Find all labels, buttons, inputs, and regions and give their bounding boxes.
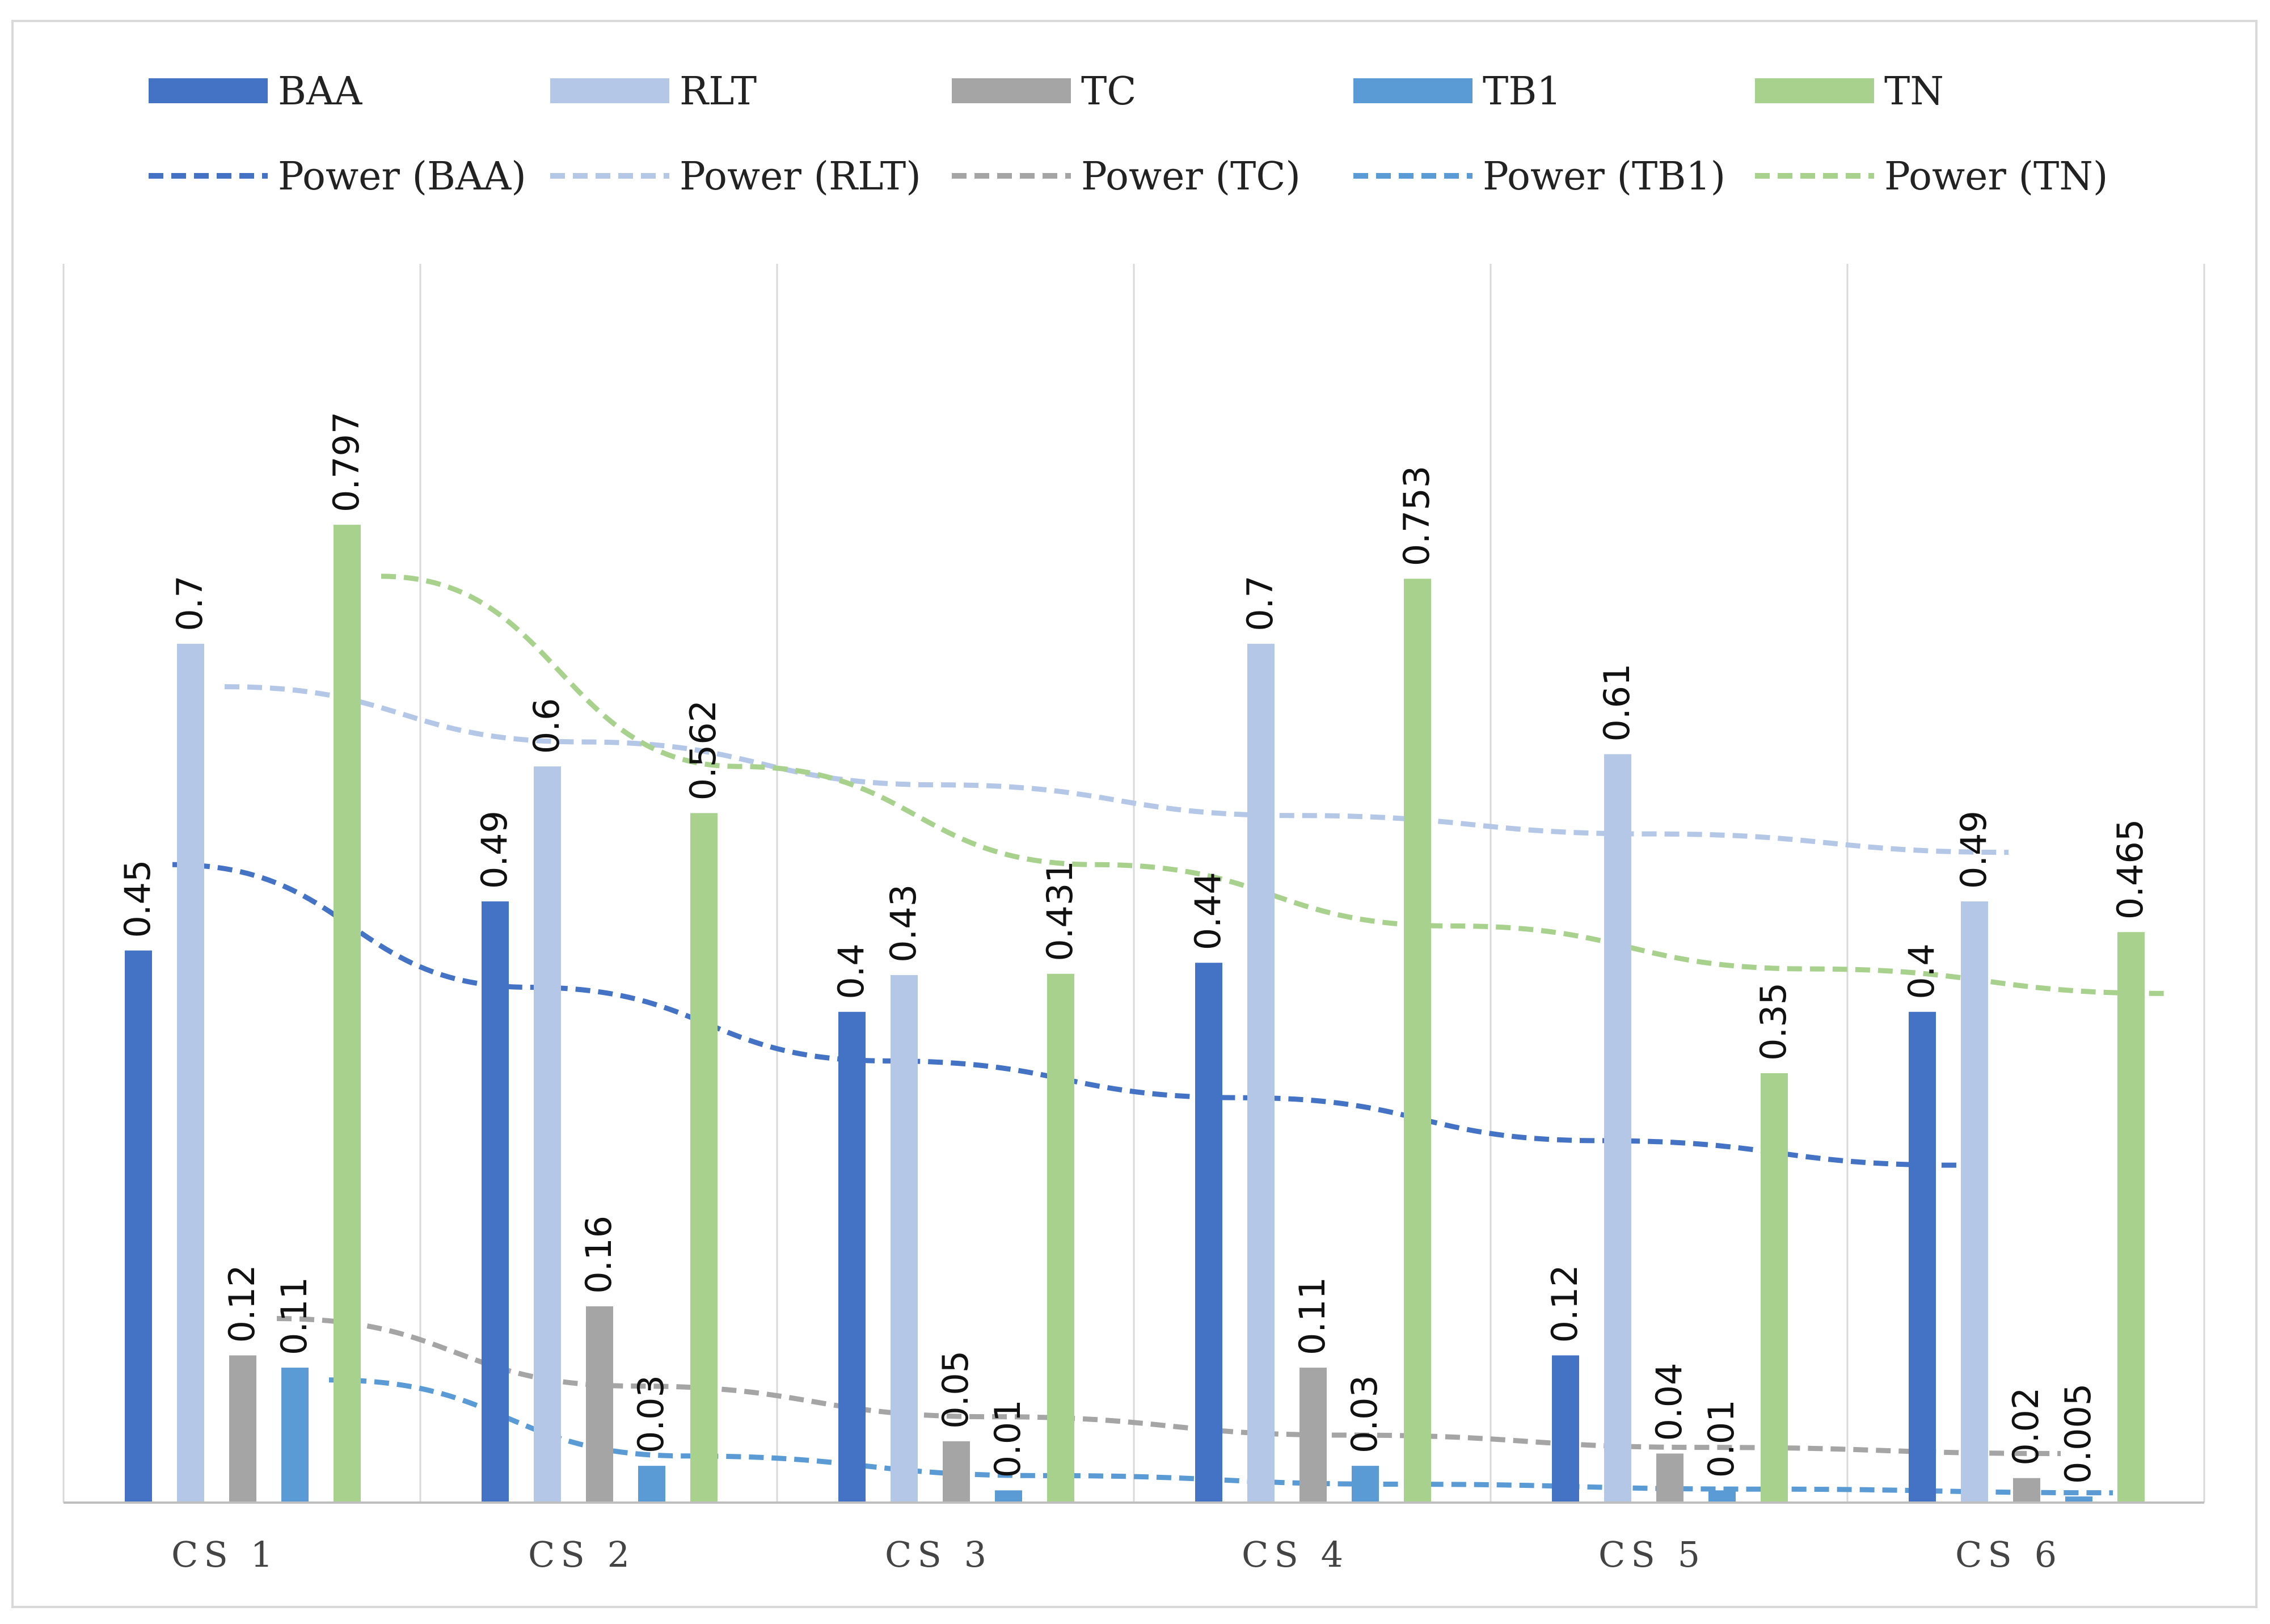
- x-tick-label: CS 2: [528, 1534, 635, 1575]
- x-axis: CS 1 CS 2 CS 3 CS 4 CS 5 CS 6: [64, 1501, 2204, 1575]
- data-label: 0.7: [169, 575, 210, 631]
- bar-rlt-cs6: [1961, 901, 1988, 1503]
- bar-tn-cs3: [1047, 973, 1074, 1503]
- bar-baa-cs3: [838, 1011, 866, 1503]
- data-label: 0.4: [830, 943, 872, 999]
- bar-tc-cs4: [1299, 1368, 1327, 1503]
- data-label: 0.6: [526, 698, 567, 754]
- data-label: 0.431: [1039, 860, 1081, 961]
- bar-tb1-cs6: [2065, 1496, 2092, 1503]
- legend-label: TC: [1081, 69, 1136, 114]
- bar-rlt-cs4: [1247, 643, 1275, 1503]
- data-labels: 0.45 0.49 0.4 0.44 0.12 0.4 0.7 0.6 0.43 0.7 0.61 0…: [117, 412, 2151, 1484]
- legend-label: RLT: [680, 69, 757, 114]
- x-tick-label: CS 1: [171, 1534, 279, 1575]
- data-label: 0.05: [935, 1351, 976, 1429]
- bar-rlt-cs2: [534, 766, 561, 1503]
- bar-tc-cs1: [229, 1355, 256, 1503]
- bar-baa-cs1: [125, 950, 152, 1503]
- bar-rlt-cs1: [177, 643, 204, 1503]
- x-tick-label: CS 6: [1955, 1534, 2062, 1575]
- trendline-rlt: [224, 684, 2009, 855]
- bar-baa-cs4: [1195, 963, 1222, 1503]
- data-label: 0.02: [2005, 1387, 2047, 1466]
- bar-tn-cs4: [1404, 579, 1431, 1503]
- bar-tn-cs6: [2117, 932, 2145, 1503]
- data-label: 0.44: [1187, 872, 1229, 950]
- trendlines: [172, 573, 2166, 1496]
- data-label: 0.61: [1596, 664, 1638, 742]
- bar-tb1-cs3: [995, 1490, 1022, 1503]
- data-label: 0.12: [221, 1264, 263, 1343]
- data-label: 0.797: [326, 412, 367, 513]
- data-label: 0.03: [630, 1375, 672, 1453]
- legend-label: Power (RLT): [680, 154, 921, 199]
- trendline-tn: [381, 573, 2166, 996]
- legend-label: Power (TN): [1884, 154, 2108, 199]
- data-label: 0.005: [2057, 1383, 2099, 1484]
- x-tick-label: CS 5: [1598, 1534, 1706, 1575]
- legend-label: Power (BAA): [278, 154, 526, 199]
- bars: [125, 525, 2145, 1503]
- bar-tn-cs5: [1761, 1073, 1788, 1503]
- legend-label: TN: [1884, 69, 1944, 114]
- data-label: 0.03: [1344, 1375, 1385, 1453]
- bar-baa-cs5: [1552, 1355, 1579, 1503]
- bar-tb1-cs1: [281, 1368, 309, 1503]
- bar-rlt-cs5: [1604, 754, 1631, 1503]
- data-label: 0.45: [117, 860, 158, 938]
- data-label: 0.12: [1544, 1264, 1585, 1343]
- data-label: 0.01: [987, 1399, 1028, 1478]
- data-label: 0.465: [2109, 819, 2151, 920]
- legend-swatch-tb1: [1353, 78, 1472, 103]
- legend: BAA RLT TC TB1 TN Power (BAA) Power (RLT) Power…: [149, 69, 2108, 199]
- bar-tn-cs2: [690, 813, 718, 1503]
- data-label: 0.04: [1648, 1363, 1690, 1441]
- legend-label: BAA: [278, 69, 362, 114]
- legend-label: Power (TC): [1081, 154, 1301, 199]
- data-label: 0.43: [883, 884, 924, 963]
- legend-swatch-tc: [952, 78, 1071, 103]
- data-label: 0.7: [1239, 575, 1281, 631]
- data-label: 0.49: [474, 811, 515, 889]
- data-label: 0.49: [1953, 811, 1994, 889]
- bar-baa-cs2: [482, 901, 509, 1503]
- bar-tc-cs6: [2013, 1478, 2040, 1503]
- bar-tc-cs3: [943, 1441, 970, 1503]
- data-label: 0.11: [273, 1277, 315, 1355]
- data-label: 0.01: [1701, 1399, 1742, 1478]
- bar-tc-cs5: [1656, 1453, 1683, 1503]
- legend-label: Power (TB1): [1483, 154, 1725, 199]
- bar-baa-cs6: [1909, 1011, 1936, 1503]
- gridlines: [62, 264, 2205, 1503]
- data-label: 0.11: [1292, 1277, 1333, 1355]
- data-label: 0.35: [1753, 982, 1794, 1061]
- bar-tn-cs1: [334, 525, 361, 1503]
- legend-swatch-tn: [1755, 78, 1874, 103]
- bar-tb1-cs5: [1708, 1490, 1736, 1503]
- x-tick-label: CS 4: [1242, 1534, 1349, 1575]
- bar-rlt-cs3: [891, 975, 918, 1503]
- x-tick-label: CS 3: [885, 1534, 992, 1575]
- legend-label: TB1: [1483, 69, 1562, 114]
- bar-tb1-cs4: [1352, 1466, 1379, 1503]
- legend-swatch-baa: [149, 78, 268, 103]
- legend-swatch-rlt: [550, 78, 669, 103]
- bar-tb1-cs2: [638, 1466, 665, 1503]
- data-label: 0.4: [1901, 943, 1942, 999]
- bar-tc-cs2: [586, 1306, 613, 1503]
- data-label: 0.562: [682, 700, 724, 801]
- data-label: 0.16: [578, 1216, 619, 1294]
- data-label: 0.753: [1396, 466, 1437, 567]
